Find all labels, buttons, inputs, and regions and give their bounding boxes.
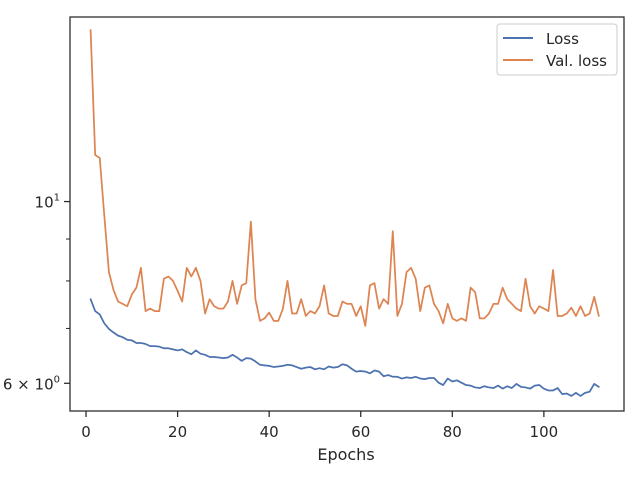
legend-label-loss: Loss — [546, 30, 579, 48]
x-tick-label: 40 — [260, 423, 279, 441]
x-axis-label: Epochs — [317, 445, 374, 464]
x-tick-label: 0 — [81, 423, 91, 441]
x-axis: 0 20 40 60 80 100 — [81, 411, 558, 441]
legend-box — [496, 23, 618, 76]
y-axis: 101 6 × 100 — [3, 193, 70, 393]
y-tick-label: 6 × 100 — [3, 374, 60, 393]
legend-label-val-loss: Val. loss — [546, 52, 607, 70]
series-layer — [89, 29, 600, 397]
y-tick-label: 101 — [35, 193, 60, 212]
x-tick-label: 100 — [530, 423, 559, 441]
x-tick-label: 80 — [443, 423, 462, 441]
x-tick-label: 60 — [351, 423, 370, 441]
series-line-loss — [89, 298, 600, 397]
plot-frame — [69, 16, 625, 412]
x-tick-label: 20 — [168, 423, 187, 441]
legend: Loss Val. loss — [496, 23, 618, 76]
series-line-val-loss — [89, 29, 600, 327]
